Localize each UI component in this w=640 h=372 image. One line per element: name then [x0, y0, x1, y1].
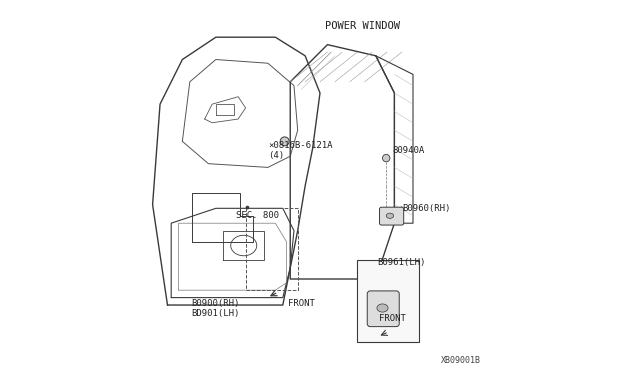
- Circle shape: [383, 154, 390, 162]
- Text: FRONT: FRONT: [379, 314, 406, 323]
- Circle shape: [246, 206, 250, 209]
- Text: B0960(RH): B0960(RH): [402, 204, 450, 213]
- Text: XB09001B: XB09001B: [442, 356, 481, 365]
- Text: SEC. 800: SEC. 800: [236, 211, 279, 220]
- Text: POWER WINDOW: POWER WINDOW: [325, 21, 400, 31]
- Text: FRONT: FRONT: [289, 299, 316, 308]
- Bar: [357, 260, 419, 342]
- FancyBboxPatch shape: [367, 291, 399, 327]
- Ellipse shape: [386, 213, 394, 218]
- Text: 80940A: 80940A: [392, 146, 425, 155]
- Circle shape: [280, 137, 289, 146]
- FancyBboxPatch shape: [380, 207, 404, 225]
- Text: B0900(RH)
BD901(LH): B0900(RH) BD901(LH): [191, 299, 240, 318]
- Bar: [246, 208, 298, 290]
- Text: B0961(LH): B0961(LH): [378, 258, 426, 267]
- Ellipse shape: [377, 304, 388, 312]
- Text: ×0816B-6121A
(4): ×0816B-6121A (4): [268, 141, 332, 160]
